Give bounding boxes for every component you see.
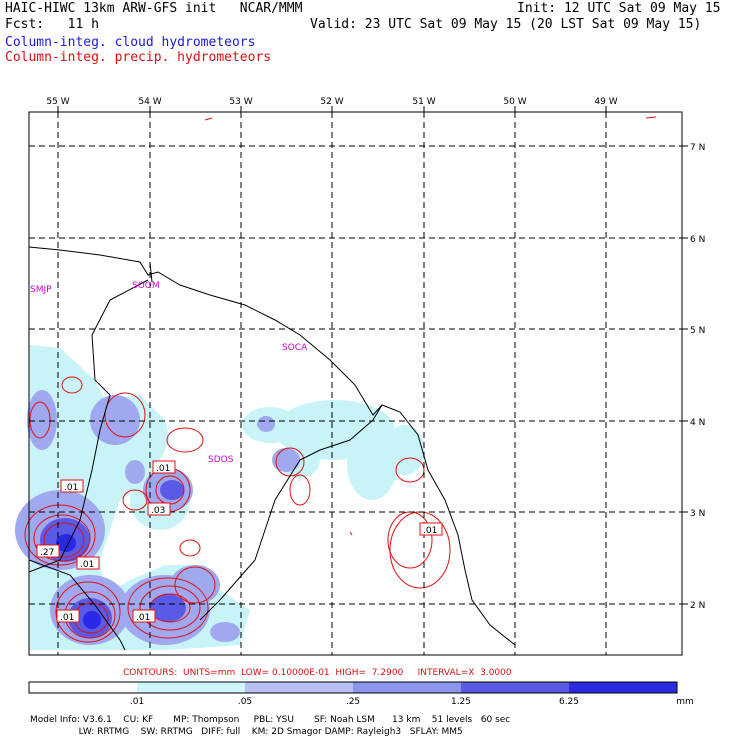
- colorbar-tick: .05: [238, 697, 252, 707]
- graticule: [29, 112, 682, 655]
- colorbar-tick: 6.25: [559, 697, 579, 707]
- lat-label: 6 N: [690, 235, 705, 245]
- model-info-line2: LW: RRTMG SW: RRTMG DIFF: full KM: 2D Sm…: [30, 727, 463, 737]
- lon-label: 49 W: [594, 97, 617, 107]
- contour-label: .03: [151, 506, 165, 516]
- colorbar-tick: .01: [130, 697, 144, 707]
- lon-label: 51 W: [412, 97, 435, 107]
- lat-label: 5 N: [690, 326, 705, 336]
- contour-label: .01: [136, 613, 150, 623]
- contour-label: .01: [156, 464, 170, 474]
- colorbar-unit: mm: [676, 697, 694, 707]
- lon-label: 53 W: [229, 97, 252, 107]
- contour-label: .01: [60, 613, 74, 623]
- station-label-sdos: SDOS: [208, 455, 234, 465]
- model-info-line1: Model Info: V3.6.1 CU: KF MP: Thompson P…: [30, 715, 510, 725]
- header-line2-right: Valid: 23 UTC Sat 09 May 15 (20 LST Sat …: [310, 17, 702, 32]
- precip-contours: [24, 116, 657, 643]
- colorbar: [28, 681, 678, 694]
- contour-label: .01: [64, 483, 78, 493]
- header-line1-left: HAIC-HIWC 13km ARW-GFS init NCAR/MMM: [5, 1, 303, 16]
- lat-label: 4 N: [690, 418, 705, 428]
- lat-label: 7 N: [690, 143, 705, 153]
- cloud-legend-label: Column-integ. cloud hydrometeors: [5, 35, 256, 50]
- header-line1-right: Init: 12 UTC Sat 09 May 15: [517, 1, 721, 16]
- lon-label: 54 W: [138, 97, 161, 107]
- contour-label: .01: [80, 560, 94, 570]
- lon-label: 52 W: [320, 97, 343, 107]
- coastline: [28, 246, 516, 651]
- station-label-soca: SOCA: [282, 343, 308, 353]
- map-frame: [28, 111, 683, 656]
- contour-info: CONTOURS: UNITS=mm LOW= 0.10000E-01 HIGH…: [123, 668, 512, 678]
- lon-label: 50 W: [503, 97, 526, 107]
- lat-label: 3 N: [690, 509, 705, 519]
- frame-ticks: [57, 106, 688, 605]
- colorbar-tick: .25: [346, 697, 360, 707]
- precip-legend-label: Column-integ. precip. hydrometeors: [5, 50, 272, 65]
- lon-label: 55 W: [46, 97, 69, 107]
- header-line2-left: Fcst: 11 h: [5, 17, 99, 32]
- contour-label: .01: [423, 526, 437, 536]
- colorbar-tick: 1.25: [451, 697, 471, 707]
- station-label-soom: SOOM: [132, 281, 160, 291]
- contour-label: .27: [40, 548, 54, 558]
- station-label-smjp: SMJP: [30, 285, 52, 295]
- lat-label: 2 N: [690, 601, 705, 611]
